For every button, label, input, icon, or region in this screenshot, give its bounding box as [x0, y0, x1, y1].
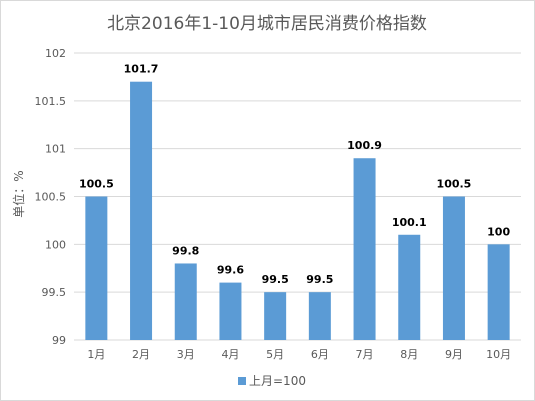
- bar: [442, 196, 465, 340]
- data-label: 99.5: [262, 273, 289, 286]
- y-axis-label: 单位：%: [11, 170, 26, 217]
- x-tick-label: 2月: [132, 348, 150, 361]
- y-tick-labels: 99 99.5 100 100.5 101 101.5 102: [35, 47, 67, 347]
- data-label: 99.6: [217, 264, 244, 277]
- data-label: 99.8: [172, 244, 199, 257]
- data-label: 100: [487, 225, 510, 238]
- x-tick-label: 8月: [400, 348, 418, 361]
- legend-swatch: [238, 377, 246, 385]
- x-tick-label: 5月: [266, 348, 284, 361]
- bar: [398, 234, 421, 340]
- legend: 上月=100: [238, 374, 306, 388]
- x-tick-label: 10月: [486, 348, 511, 361]
- data-label: 100.9: [347, 139, 382, 152]
- y-tick-label: 100: [45, 238, 66, 251]
- x-tick-label: 1月: [87, 348, 105, 361]
- chart-title: 北京2016年1-10月城市居民消费价格指数: [107, 14, 427, 34]
- data-label: 100.1: [392, 216, 427, 229]
- bar: [308, 292, 331, 340]
- y-tick-label: 101: [45, 143, 66, 156]
- data-label: 101.7: [124, 63, 159, 76]
- bar: [264, 292, 287, 340]
- y-tick-label: 101.5: [35, 95, 67, 108]
- x-tick-label: 4月: [221, 348, 239, 361]
- data-label: 100.5: [79, 178, 114, 191]
- bar: [130, 81, 153, 340]
- y-tick-label: 99.5: [42, 286, 67, 299]
- bar: [353, 158, 376, 340]
- bar: [174, 263, 197, 340]
- data-labels: 100.5 101.7 99.8 99.6 99.5 99.5 100.9 100.1 100.…: [79, 63, 511, 286]
- bar: [487, 244, 510, 340]
- x-tick-label: 3月: [177, 348, 195, 361]
- bar: [85, 196, 108, 340]
- x-tick-label: 7月: [356, 348, 374, 361]
- y-tick-label: 100.5: [35, 191, 67, 204]
- x-tick-labels: 1月 2月 3月 4月 5月 6月 7月 8月 9月 10月: [87, 348, 511, 361]
- x-tick-label: 9月: [445, 348, 463, 361]
- y-tick-label: 99: [52, 334, 66, 347]
- bars: [85, 81, 510, 340]
- data-label: 100.5: [437, 178, 472, 191]
- bar: [219, 282, 242, 340]
- legend-label: 上月=100: [249, 374, 306, 388]
- x-tick-label: 6月: [311, 348, 329, 361]
- y-tick-label: 102: [45, 47, 66, 60]
- data-label: 99.5: [306, 273, 333, 286]
